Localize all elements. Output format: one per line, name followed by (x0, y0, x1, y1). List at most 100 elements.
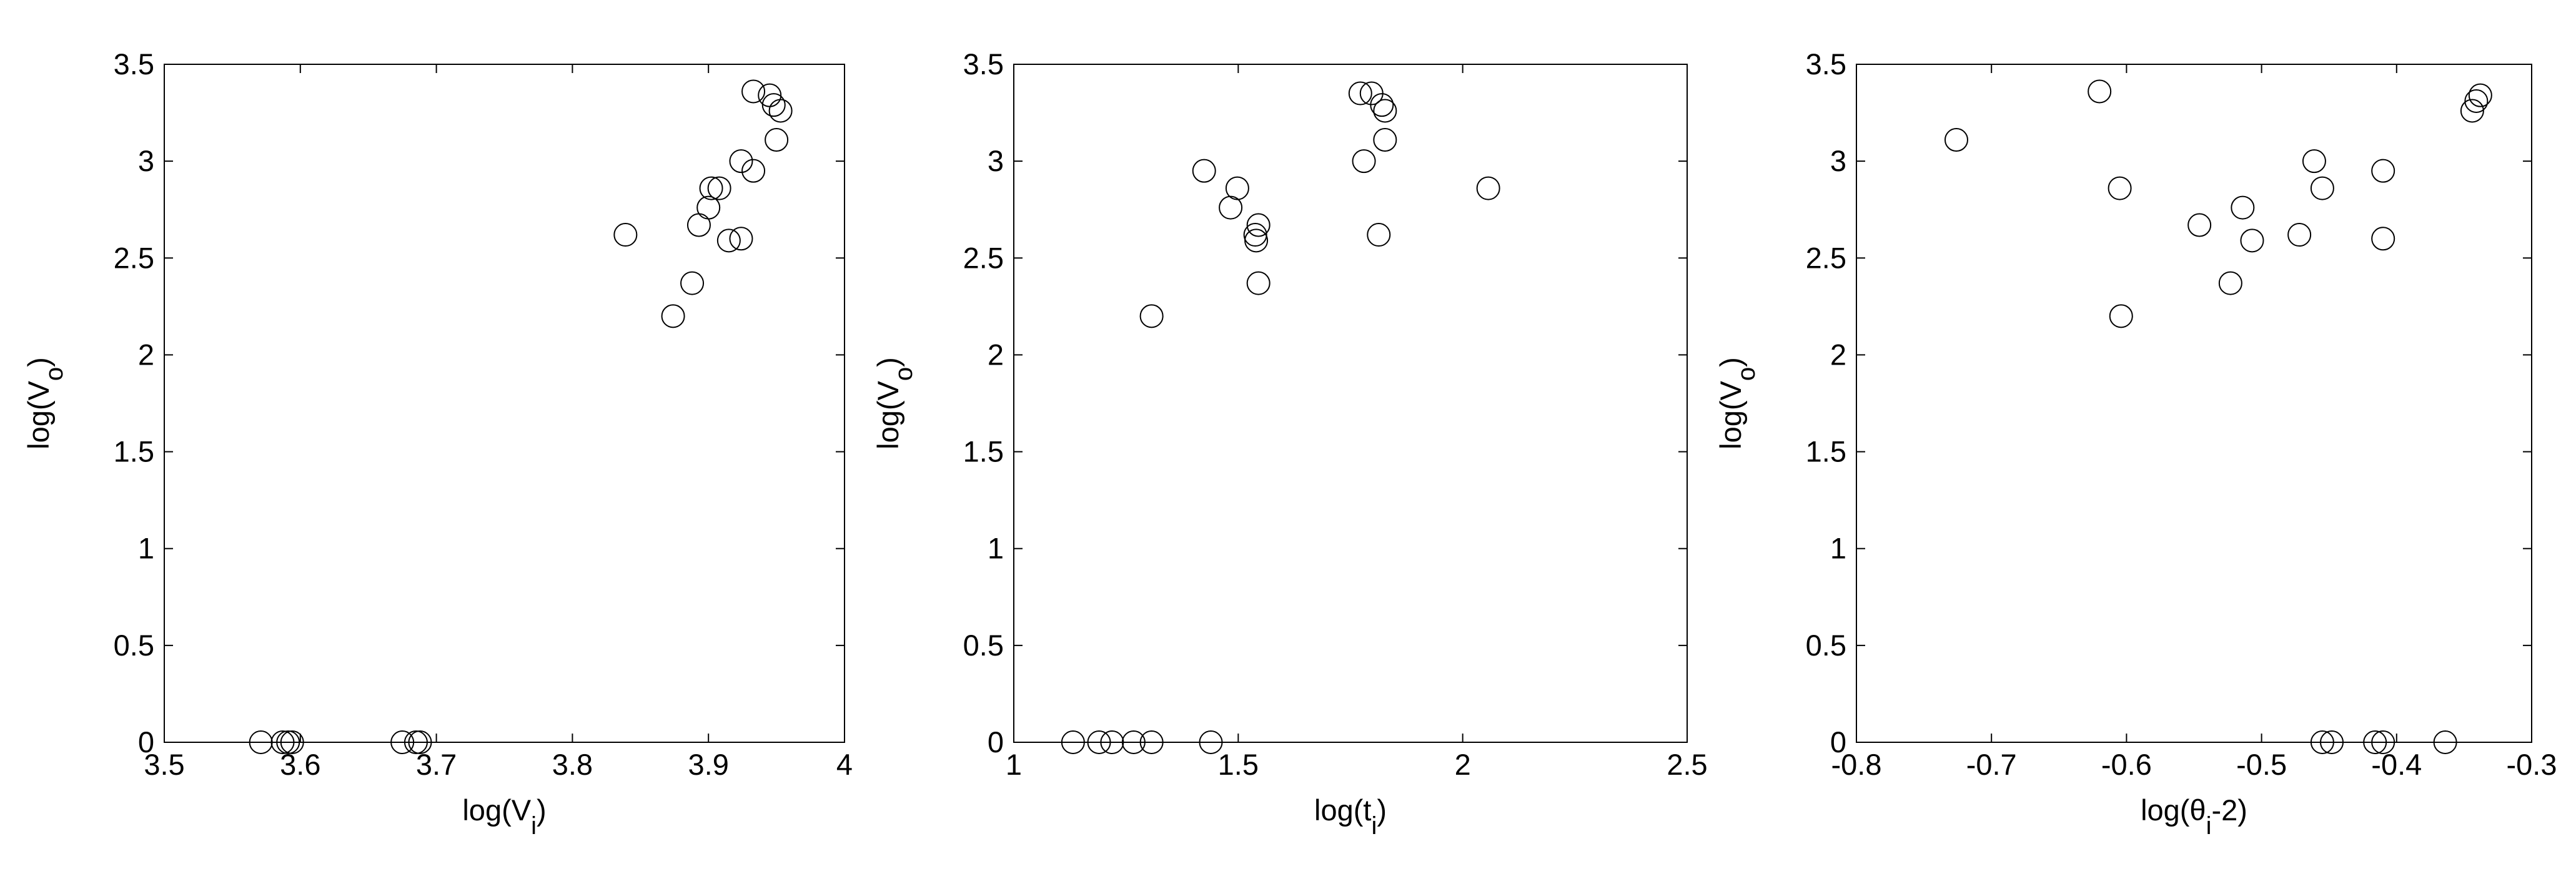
data-point (2187, 213, 2212, 237)
y-tick-label: 2.5 (1806, 241, 1846, 274)
y-axis-label-part: o (1733, 367, 1760, 381)
y-tick-label: 3.5 (114, 47, 154, 81)
x-axis-label-part: log(t (1314, 793, 1371, 827)
data-point (1087, 730, 1111, 754)
y-tick-label: 1 (1830, 532, 1846, 565)
data-point (716, 228, 741, 253)
data-point (1244, 228, 1269, 253)
x-tick-label: -0.5 (2236, 748, 2287, 781)
data-point (2108, 176, 2132, 200)
x-axis-label: log(θi-2) (2141, 793, 2247, 840)
y-tick-label: 1 (138, 532, 154, 565)
data-point (661, 304, 685, 328)
data-point (276, 730, 300, 754)
data-point (729, 227, 753, 251)
data-point (2371, 227, 2395, 251)
data-point (404, 730, 428, 754)
data-point (2310, 176, 2334, 200)
data-point (699, 176, 723, 200)
data-point (1061, 730, 1085, 754)
x-tick-label: -0.6 (2101, 748, 2152, 781)
x-tick-label: 1 (1006, 748, 1022, 781)
data-point (1139, 730, 1164, 754)
data-point (1370, 93, 1394, 117)
x-tick-label: -0.7 (1966, 748, 2017, 781)
data-point (270, 730, 295, 754)
data-point (2218, 271, 2242, 295)
data-point (680, 271, 705, 295)
data-point (1367, 223, 1391, 247)
data-point (765, 128, 789, 152)
data-point (2109, 304, 2133, 328)
y-axis-label-part: log(V (22, 380, 55, 449)
x-tick-label: 4 (836, 748, 853, 781)
data-point (2231, 195, 2255, 220)
data-point (761, 93, 786, 117)
data-point (408, 730, 432, 754)
data-point (2371, 730, 2395, 754)
subplot: 3.5 3.6 3.7 3.8 3.9 400.511.522.533.5log(Vi)l… (22, 47, 853, 840)
y-axis-label-part: log(V (871, 380, 904, 449)
y-tick-label: 2.5 (114, 241, 154, 274)
data-point (2460, 99, 2484, 123)
data-point (768, 99, 793, 123)
x-axis-label-part: -2) (2211, 793, 2247, 827)
data-point (2240, 228, 2264, 253)
x-axis-label: log(Vi) (462, 793, 546, 840)
data-point (2468, 83, 2492, 107)
x-tick-label: 3.8 (552, 748, 593, 781)
y-tick-label: 3.5 (1806, 47, 1846, 81)
y-axis-label: log(Vo) (1714, 357, 1760, 449)
data-point (2287, 223, 2312, 247)
y-tick-label: 2 (988, 338, 1004, 371)
data-point (1225, 176, 1249, 200)
data-point (1199, 730, 1223, 754)
y-tick-label: 3 (1830, 144, 1846, 177)
data-point (280, 730, 304, 754)
data-point (2320, 730, 2344, 754)
y-tick-label: 3 (138, 144, 154, 177)
data-point (2433, 730, 2457, 754)
x-tick-label: 2.5 (1667, 748, 1707, 781)
data-point (613, 223, 638, 247)
y-tick-label: 2 (1830, 338, 1846, 371)
data-point (249, 730, 273, 754)
data-point (758, 83, 782, 107)
data-point (1100, 730, 1124, 754)
data-point (1373, 128, 1397, 152)
data-point (741, 79, 766, 104)
subplot: -0.8 -0.7 -0.6 -0.5 -0.4 -0.300.511.522.533.5… (1714, 47, 2557, 840)
data-point (1192, 159, 1216, 183)
x-axis-label-part: log(θ (2141, 793, 2206, 827)
data-point (707, 176, 731, 200)
data-point (1373, 99, 1397, 123)
data-point (1246, 271, 1271, 295)
x-tick-label: -0.3 (2507, 748, 2557, 781)
axes-frame (1013, 64, 1688, 743)
x-tick-label: 1.5 (1218, 748, 1259, 781)
y-tick-label: 0 (138, 725, 154, 759)
data-point (1476, 176, 1500, 200)
y-tick-label: 2 (138, 338, 154, 371)
data-point (1139, 304, 1164, 328)
x-tick-label: 3.9 (688, 748, 729, 781)
y-tick-label: 3 (988, 144, 1004, 177)
x-axis-label-part: i (2206, 812, 2212, 840)
x-axis-label-part: ) (1377, 793, 1387, 827)
y-tick-label: 0 (1830, 725, 1846, 759)
y-tick-label: 0.5 (114, 629, 154, 662)
data-point (2310, 730, 2334, 754)
x-tick-label: 3.5 (144, 748, 184, 781)
x-axis-label-part: log(V (462, 793, 531, 827)
y-tick-label: 1.5 (114, 435, 154, 468)
axes-frame (1856, 64, 2532, 743)
y-tick-label: 0.5 (1806, 629, 1846, 662)
x-tick-label: -0.8 (1831, 748, 1882, 781)
y-axis-label-part: o (890, 367, 918, 381)
data-point (741, 159, 766, 183)
data-point (2088, 79, 2112, 104)
data-point (1121, 730, 1146, 754)
data-point (2363, 730, 2387, 754)
